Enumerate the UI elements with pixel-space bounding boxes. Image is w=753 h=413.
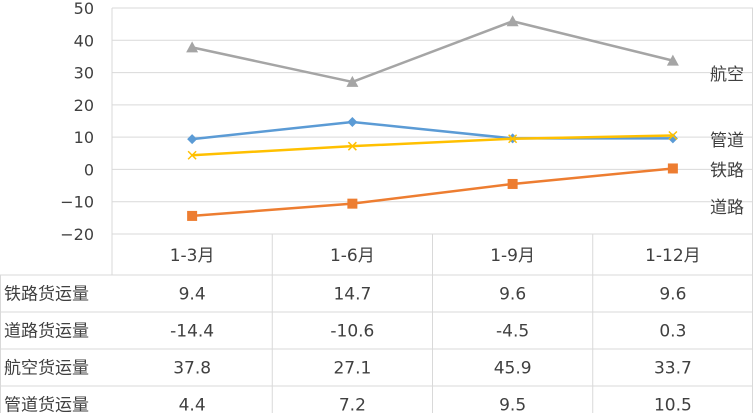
marker-x-stroke	[508, 134, 518, 144]
marker-square	[347, 198, 358, 209]
table-row-label: 管道货运量	[4, 396, 89, 413]
y-tick-label: 20	[74, 96, 94, 115]
table-row-label: 铁路货运量	[4, 285, 89, 305]
y-tick-label: 10	[74, 128, 94, 147]
series-line	[192, 134, 673, 157]
y-axis: 50 40 30 20 10 0 −10 −20	[60, 0, 94, 244]
marker-triangle	[666, 54, 679, 66]
series-铁路	[187, 116, 678, 145]
y-tick-label: 50	[74, 0, 94, 18]
series-label-管道: 管道	[710, 131, 744, 151]
series-航空	[186, 15, 679, 87]
series-label-铁路: 铁路	[710, 161, 744, 181]
series-label-道路: 道路	[710, 198, 744, 218]
y-tick-label: 30	[74, 64, 94, 83]
y-tick-label: −10	[60, 193, 94, 212]
table-cell: 0.3	[659, 322, 686, 342]
marker-x	[508, 134, 518, 144]
marker-diamond	[187, 134, 198, 145]
table-cell: 9.6	[659, 285, 686, 305]
table-cell: 9.4	[179, 285, 206, 305]
series-line	[191, 120, 673, 141]
marker-diamond	[347, 116, 358, 127]
table-cell: 33.7	[654, 359, 692, 379]
table-cell: 27.1	[333, 359, 371, 379]
marker-square	[507, 178, 518, 189]
table-cell: 9.5	[499, 396, 526, 413]
y-tick-label: 40	[74, 31, 94, 50]
table-row-label: 航空货运量	[4, 359, 89, 379]
marker-x-stroke	[668, 130, 678, 141]
table-cell: 7.2	[339, 396, 366, 413]
category-label: 1-12月	[645, 246, 701, 266]
table-cell: 10.5	[654, 396, 692, 413]
category-label: 1-6月	[330, 246, 375, 266]
table-cell: 45.9	[494, 359, 532, 379]
table-cell: 37.8	[173, 359, 211, 379]
table-cell: -4.5	[496, 322, 529, 342]
table-cell: -14.4	[170, 322, 214, 342]
category-label: 1-3月	[170, 246, 215, 266]
series-line	[191, 19, 674, 84]
table-cell: 4.4	[179, 396, 206, 413]
marker-x-stroke	[347, 141, 357, 151]
marker-x	[668, 130, 678, 141]
y-tick-label: −20	[60, 225, 94, 244]
series-layer	[186, 15, 679, 221]
marker-x	[187, 150, 197, 160]
marker-triangle	[186, 41, 199, 53]
table-row-label: 道路货运量	[4, 322, 89, 342]
table-cell: -10.6	[330, 322, 374, 342]
y-tick-label: 0	[84, 160, 94, 179]
marker-x	[347, 141, 357, 151]
series-管道	[187, 130, 678, 160]
marker-triangle	[346, 75, 359, 87]
table-cell: 14.7	[333, 285, 371, 305]
table-cell: 9.6	[499, 285, 526, 305]
category-label: 1-9月	[490, 246, 535, 266]
marker-square	[187, 210, 198, 221]
series-line	[192, 167, 673, 218]
series-label-航空: 航空	[710, 65, 744, 85]
series-道路	[187, 163, 678, 221]
marker-x-stroke	[187, 150, 197, 160]
marker-triangle	[506, 15, 519, 27]
marker-square	[667, 163, 678, 174]
